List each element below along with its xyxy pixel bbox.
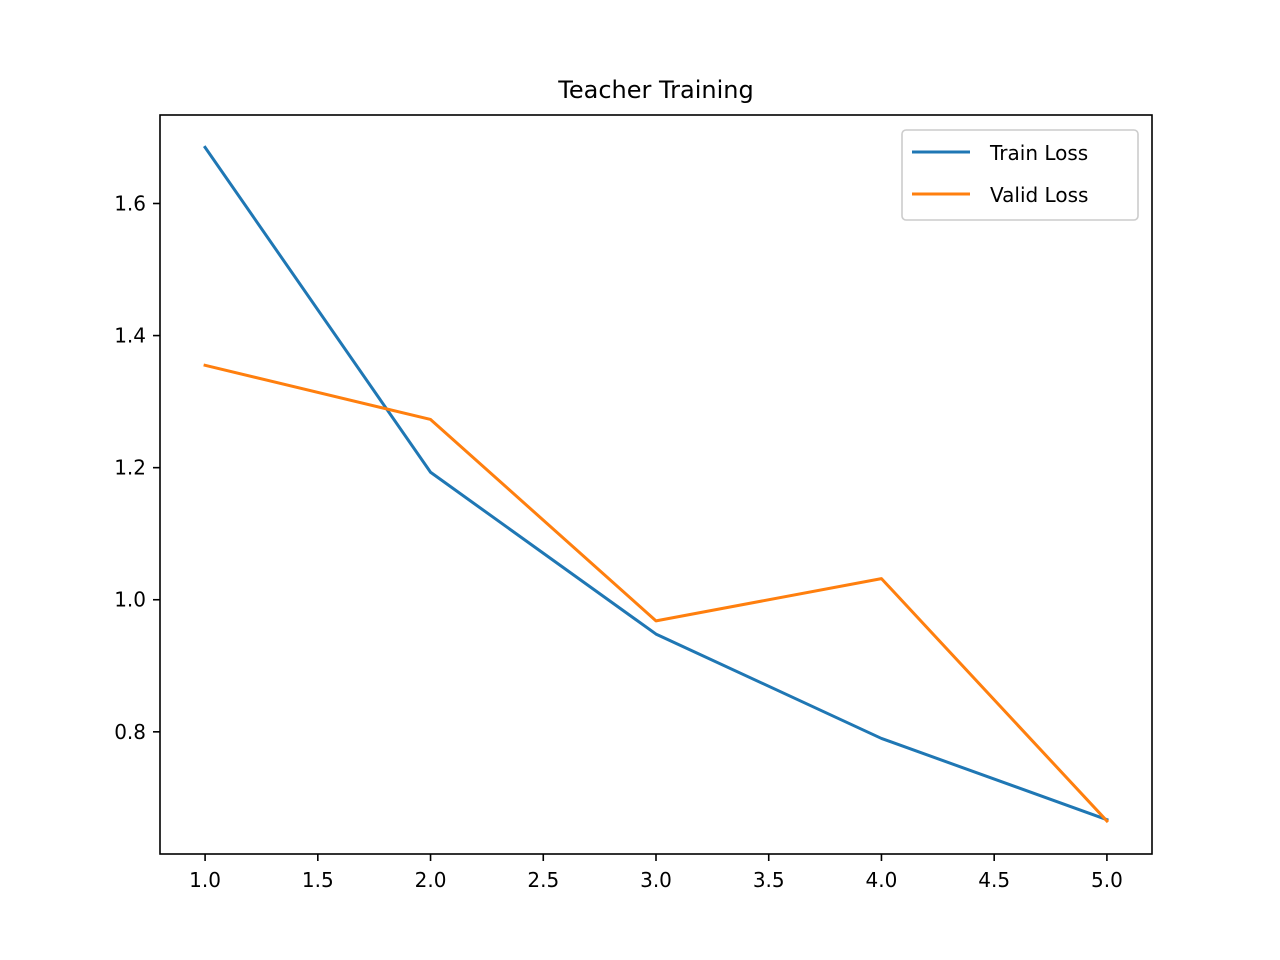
x-tick-label: 5.0 <box>1091 868 1123 892</box>
y-tick-label: 1.0 <box>114 588 146 612</box>
chart-title: Teacher Training <box>557 76 753 104</box>
x-tick-label: 3.0 <box>640 868 672 892</box>
x-tick-label: 4.0 <box>866 868 898 892</box>
legend-label: Train Loss <box>989 141 1088 165</box>
x-tick-label: 3.5 <box>753 868 785 892</box>
series-line-valid-loss <box>203 363 1110 824</box>
legend-label: Valid Loss <box>990 183 1088 207</box>
series-layer <box>203 145 1110 824</box>
y-tick-label: 1.2 <box>114 456 146 480</box>
series-line-train-loss <box>203 145 1109 822</box>
x-tick-label: 2.0 <box>415 868 447 892</box>
x-tick-label: 4.5 <box>978 868 1010 892</box>
x-tick-label: 1.5 <box>302 868 334 892</box>
plot-area-frame <box>159 114 1153 855</box>
legend: Train Loss Valid Loss <box>901 129 1139 221</box>
y-tick-label: 1.4 <box>114 324 146 348</box>
y-tick-label: 0.8 <box>114 720 146 744</box>
x-tick-label: 1.0 <box>189 868 221 892</box>
y-tick-label: 1.6 <box>114 191 146 215</box>
y-axis-ticks: 0.8 1.0 1.2 1.4 1.6 <box>114 191 160 744</box>
x-tick-label: 2.5 <box>527 868 559 892</box>
x-axis-ticks: 1.0 1.5 2.0 2.5 3.0 3.5 4.0 4.5 5.0 <box>189 854 1123 892</box>
